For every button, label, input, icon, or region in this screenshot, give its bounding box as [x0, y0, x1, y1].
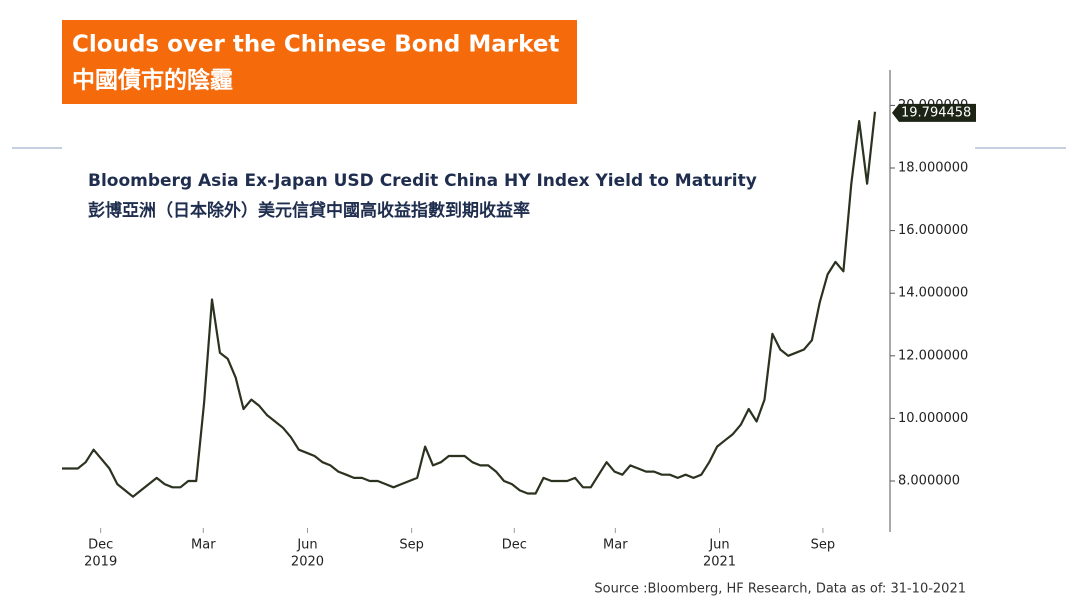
x-year-label: 2021 [703, 555, 736, 570]
y-tick-label: 10.000000 [898, 411, 968, 426]
y-tick-label: 12.000000 [898, 348, 968, 363]
x-tick-label: Dec [88, 538, 113, 553]
source-note: Source :Bloomberg, HF Research, Data as … [594, 582, 966, 597]
x-tick-label: Jun [708, 538, 729, 553]
line [62, 111, 877, 498]
slide-title: Clouds over the Chinese Bond Market [72, 32, 559, 58]
title-box [62, 20, 577, 104]
y-tick-label: 14.000000 [898, 286, 968, 301]
x-tick-label: Dec [502, 538, 527, 553]
y-tick-label: 18.000000 [898, 161, 968, 176]
x-tick-label: Jun [296, 538, 317, 553]
x-tick-label: Mar [191, 538, 216, 553]
x-tick-label: Mar [603, 538, 628, 553]
x-tick-label: Sep [811, 538, 836, 553]
x-year-label: 2019 [84, 555, 117, 570]
chart-title: Bloomberg Asia Ex-Japan USD Credit China… [88, 171, 757, 191]
chart-subtitle: 彭博亞洲（日本除外）美元信貸中國高收益指數到期收益率 [88, 200, 530, 221]
slide-subtitle: 中國債市的陰霾 [72, 67, 233, 94]
x-year-label: 2020 [291, 555, 324, 570]
x-tick-label: Sep [399, 538, 424, 553]
value-box [892, 103, 976, 122]
last-value-label: 19.794458 [901, 105, 971, 120]
y-tick-label: 16.000000 [898, 223, 968, 238]
y-tick-label: 8.000000 [898, 474, 960, 489]
